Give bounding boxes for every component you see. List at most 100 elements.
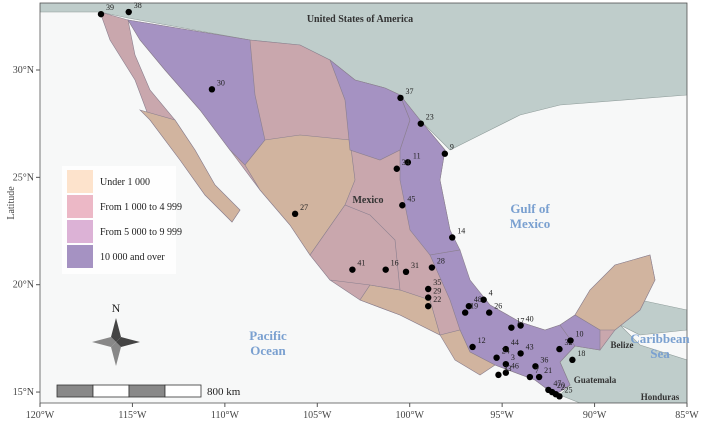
scale-label: 800 km [207, 386, 241, 398]
site-point [402, 268, 410, 276]
x-tick-label: 100°W [395, 410, 424, 421]
site-label: 9 [450, 143, 454, 152]
yucatan [574, 254, 656, 331]
north-arrow: N [92, 301, 140, 366]
site-point [502, 369, 510, 376]
legend-label: Under 1 000 [100, 177, 150, 188]
axes: 120°W 115°W 110°W 105°W 100°W 95°W 90°W 85°W 15°… [13, 65, 700, 421]
scale-segment [164, 384, 202, 398]
legend-swatch [67, 170, 93, 193]
site-point [469, 343, 476, 351]
site-label: 35 [433, 278, 441, 287]
caribbean-label: Caribbean Sea [630, 331, 690, 361]
site-point [502, 360, 510, 368]
site-point [502, 345, 510, 353]
site-point [567, 337, 574, 344]
site-label: 19 [470, 302, 478, 311]
site-label: 47 [553, 379, 561, 388]
sonora [127, 19, 266, 166]
site-label: 28 [437, 257, 445, 266]
site-label: 33 [503, 364, 511, 373]
site-point [556, 345, 563, 353]
site-point [428, 264, 436, 271]
site-label: 2 [561, 383, 565, 392]
site-point [382, 266, 389, 273]
site-point [97, 10, 105, 18]
honduras-label: Honduras [641, 392, 680, 402]
site-label: 44 [511, 338, 519, 347]
site-point [461, 309, 469, 316]
site-label: 48 [474, 295, 482, 304]
site-point [517, 322, 524, 329]
site-label: 36 [540, 355, 548, 364]
site-label: 30 [217, 78, 225, 87]
site-label: 3 [511, 353, 515, 362]
site-label: 7 [535, 366, 539, 375]
site-point [556, 393, 563, 400]
frame [39, 2, 688, 404]
legend-swatch [67, 220, 93, 243]
legend-swatch [67, 195, 93, 218]
legend-label: 10 000 and over [100, 252, 165, 263]
site-label: 39 [106, 3, 114, 12]
site-label: 23 [426, 113, 434, 122]
legend-label: From 5 000 to 9 999 [100, 227, 182, 238]
site-label: 4 [489, 289, 493, 298]
site-label: 22 [433, 295, 441, 304]
compass-needle [111, 342, 121, 366]
site-label: 26 [494, 302, 502, 311]
site-label: 12 [478, 336, 486, 345]
site-label: 11 [413, 151, 421, 160]
site-point [449, 234, 456, 241]
site-point [125, 8, 132, 16]
mexico-label: Mexico [352, 195, 383, 206]
site-point [441, 150, 449, 157]
site-label: 43 [526, 342, 534, 351]
site-label: 29 [433, 287, 441, 296]
site-point [517, 350, 524, 357]
site-point [526, 373, 534, 381]
x-tick-label: 95°W [490, 410, 514, 421]
x-tick-label: 120°W [26, 410, 55, 421]
compass-needle [92, 337, 116, 347]
x-tick-label: 105°W [303, 410, 332, 421]
site-point [208, 86, 216, 93]
site-label: 38 [134, 1, 142, 10]
baja-sur [138, 109, 241, 223]
pacific-label: Pacific Ocean [249, 328, 287, 358]
site-point [486, 309, 493, 316]
site-label: 41 [357, 259, 365, 268]
belize-label: Belize [611, 340, 634, 350]
site-point [393, 165, 400, 172]
y-axis-label: Latitude [6, 186, 17, 220]
y-tick-label: 25°N [13, 172, 34, 183]
site-point [349, 266, 356, 273]
site-label: 18 [577, 349, 585, 358]
land [40, 3, 687, 403]
site-label: 14 [457, 226, 465, 235]
scale-segment [92, 384, 130, 398]
compass-needle [111, 318, 121, 342]
site-point [535, 373, 543, 381]
guatemala-label: Guatemala [574, 375, 617, 385]
y-tick-label: 20°N [13, 280, 34, 291]
legend: Under 1 000 From 1 000 to 4 999 From 5 000… [62, 166, 182, 274]
legend-swatch [67, 245, 93, 268]
site-point [569, 356, 576, 364]
y-tick-label: 15°N [13, 387, 34, 398]
gulf-label: Gulf of Mexico [510, 201, 551, 231]
site-label: 24 [502, 347, 510, 356]
site-point [532, 363, 539, 370]
site-label: 46 [511, 362, 519, 371]
usa-label: United States of America [307, 14, 413, 25]
site-point [425, 302, 432, 310]
compass-needle [116, 337, 140, 347]
site-point [508, 324, 515, 331]
y-tick-label: 30°N [13, 65, 34, 76]
north-label: N [112, 301, 121, 315]
site-label: 17 [516, 317, 524, 326]
site-point [397, 94, 404, 102]
site-point [417, 120, 425, 127]
site-point [399, 202, 406, 209]
